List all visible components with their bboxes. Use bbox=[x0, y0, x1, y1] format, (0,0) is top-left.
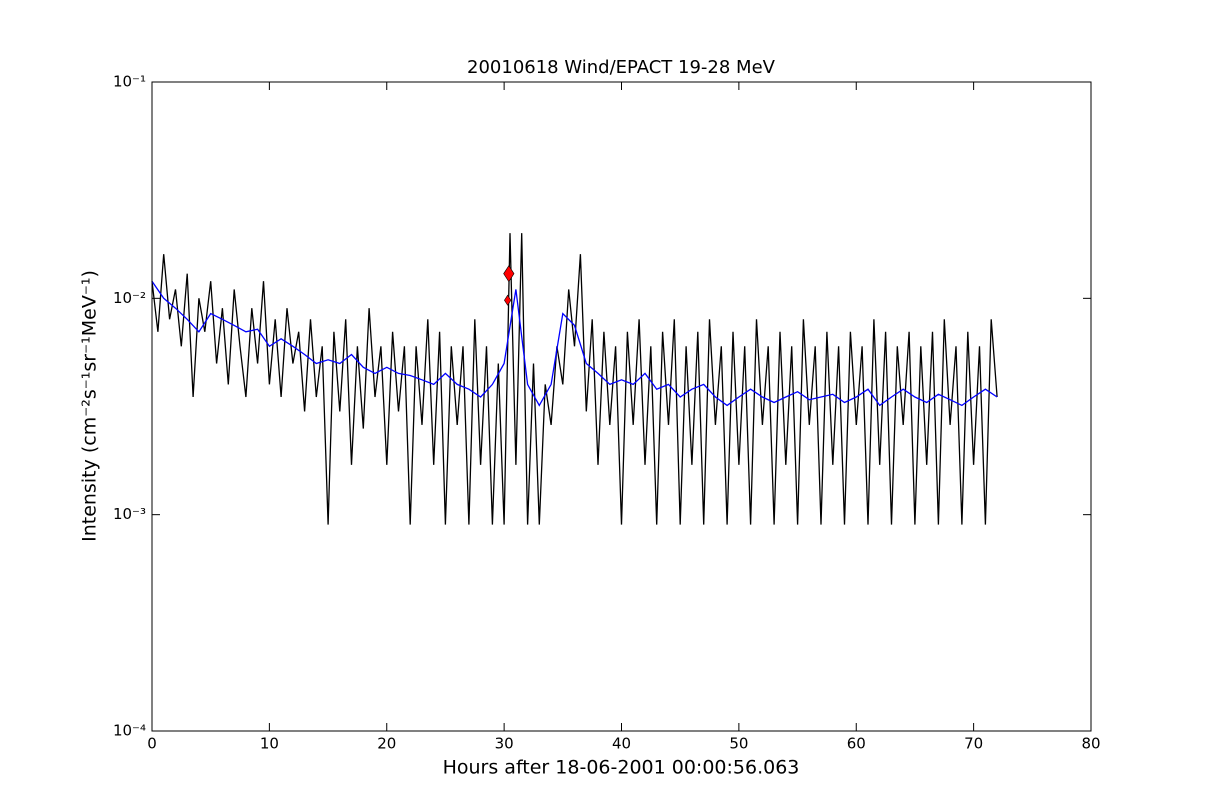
marker bbox=[504, 294, 512, 306]
x-tick-label: 70 bbox=[964, 735, 983, 753]
plot-frame bbox=[151, 81, 1092, 732]
data-line bbox=[151, 233, 998, 525]
x-axis-label: Hours after 18-06-2001 00:00:56.063 bbox=[443, 757, 800, 779]
y-tick-label: 10⁻³ bbox=[113, 505, 146, 523]
y-tick-label: 10⁻¹ bbox=[113, 73, 146, 91]
data-line bbox=[151, 280, 998, 407]
y-axis-label: Intensity (cm⁻²s⁻¹sr⁻¹MeV⁻¹) bbox=[79, 270, 101, 542]
y-tick-label: 10⁻⁴ bbox=[113, 722, 146, 740]
chart-title: 20010618 Wind/EPACT 19-28 MeV bbox=[467, 57, 776, 78]
x-tick-label: 20 bbox=[377, 735, 396, 753]
x-tick-label: 40 bbox=[612, 735, 631, 753]
x-tick-label: 0 bbox=[147, 735, 157, 753]
x-tick-label: 30 bbox=[495, 735, 514, 753]
marker bbox=[503, 265, 515, 283]
x-tick-label: 60 bbox=[847, 735, 866, 753]
x-tick-label: 80 bbox=[1081, 735, 1100, 753]
x-tick-label: 50 bbox=[729, 735, 748, 753]
x-tick-label: 10 bbox=[260, 735, 279, 753]
y-tick-label: 10⁻² bbox=[113, 289, 146, 307]
